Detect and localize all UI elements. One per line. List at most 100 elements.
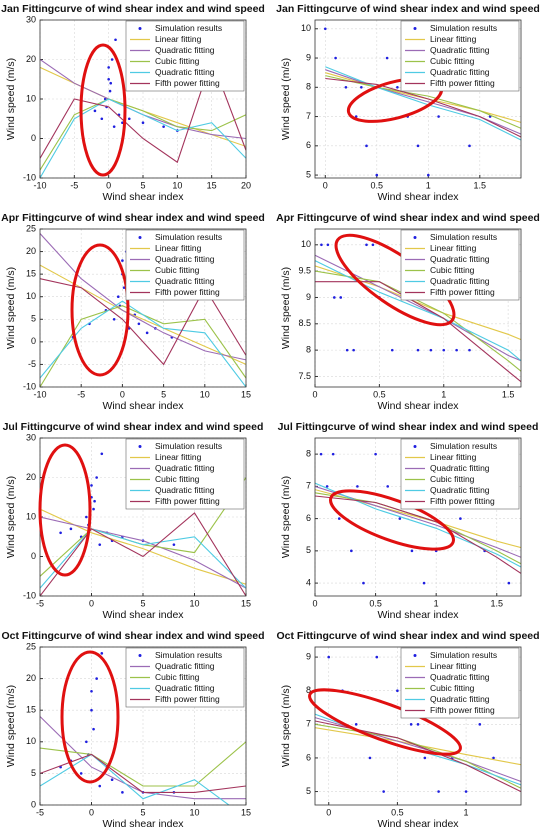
y-tick-label: 25 (26, 641, 36, 651)
legend-label: Cubic fitting (430, 683, 475, 693)
data-point (145, 331, 149, 335)
legend-label: Quadratic fitting (155, 67, 215, 77)
fit-line (40, 516, 246, 589)
x-tick-label: 0.5 (371, 180, 384, 190)
y-tick-label: 10 (26, 736, 36, 746)
legend-swatch (413, 654, 417, 657)
data-point (109, 81, 113, 85)
fit-line (40, 98, 246, 178)
legend-label: Quadratic fitting (430, 694, 490, 704)
chart-title: Apr Fittingcurve of wind shear index and… (1, 212, 265, 224)
x-tick-label: -5 (70, 180, 78, 190)
data-point (114, 38, 117, 42)
y-axis-label: Wind speed (m/s) (280, 58, 292, 140)
legend-box (125, 229, 245, 301)
chart-title: Jul Fittingcurve of wind shear index and… (3, 421, 264, 433)
x-axis-label: Wind shear index (377, 191, 459, 203)
legend-label: Quadratic fitting (430, 463, 490, 473)
data-point (333, 296, 336, 299)
legend-label: Fifth power fitting (430, 287, 495, 297)
plot (40, 38, 246, 178)
x-axis-label: Wind shear index (102, 400, 184, 412)
legend-label: Linear fitting (155, 243, 202, 253)
data-point (110, 58, 114, 61)
legend-label: Cubic fitting (430, 56, 475, 66)
x-tick-label: 10 (172, 180, 182, 190)
highlight-ellipse (60, 650, 120, 784)
legend-swatch (138, 445, 142, 448)
y-tick-label: 6 (306, 752, 311, 762)
data-point (356, 485, 359, 488)
data-point (107, 66, 110, 69)
legend-label: Fifth power fitting (430, 78, 495, 88)
data-point (95, 677, 98, 680)
legend-label: Quadratic fitting (155, 254, 215, 264)
data-point (416, 723, 420, 726)
data-point (478, 723, 482, 726)
legend-label: Simulation results (430, 650, 497, 660)
legend-label: Quadratic fitting (430, 254, 490, 264)
y-tick-label: 25 (26, 223, 36, 233)
fit-line (40, 528, 246, 589)
x-tick-label: 15 (241, 598, 251, 608)
y-axis-label: Wind speed (m/s) (5, 267, 17, 349)
x-tick-label: 0 (312, 389, 317, 399)
data-point (396, 689, 399, 693)
data-point (375, 655, 379, 659)
y-tick-label: 5 (306, 169, 311, 179)
legend-label: Cubic fitting (430, 265, 475, 275)
data-point (325, 485, 329, 488)
data-point (459, 517, 462, 520)
x-tick-label: 20 (241, 180, 251, 190)
y-tick-label: 10 (26, 291, 36, 301)
data-point (100, 117, 104, 121)
data-point (416, 144, 420, 148)
data-point (121, 121, 124, 124)
y-tick-label: -10 (23, 590, 36, 600)
data-point (429, 348, 433, 352)
plot-frame (39, 19, 247, 179)
y-tick-label: 30 (26, 14, 36, 24)
data-point (422, 581, 426, 585)
data-point (354, 115, 358, 118)
data-point (108, 89, 112, 93)
y-tick-label: 20 (26, 54, 36, 64)
x-tick-label: -10 (33, 389, 46, 399)
highlight-ellipse (329, 489, 455, 551)
y-tick-label: 20 (26, 673, 36, 683)
data-point (423, 756, 427, 760)
plot (40, 452, 246, 596)
data-point (339, 296, 343, 299)
legend-label: Linear fitting (430, 34, 477, 44)
data-point (334, 56, 337, 60)
data-point (437, 115, 440, 118)
y-tick-label: 5 (306, 545, 311, 555)
y-tick-label: 5 (306, 786, 311, 796)
chart-title: Jan Fittingcurve of wind shear index and… (276, 3, 540, 15)
legend-label: Quadratic fitting (155, 661, 215, 671)
y-axis-label: Wind speed (m/s) (5, 58, 17, 140)
legend-box (125, 20, 245, 92)
y-tick-label: 6 (306, 513, 311, 523)
data-point (95, 476, 98, 479)
chart-title: Apr Fittingcurve of wind shear index and… (276, 212, 540, 224)
fit-line (40, 753, 230, 805)
data-point (410, 549, 414, 553)
data-point (92, 507, 95, 511)
y-axis-label: Wind speed (m/s) (5, 476, 17, 558)
plot (40, 652, 246, 805)
fit-line (40, 753, 246, 793)
data-point (162, 125, 165, 128)
x-tick-label: 0 (323, 180, 328, 190)
highlight-ellipse (70, 243, 130, 377)
data-point (427, 173, 430, 177)
legend-label: Simulation results (430, 441, 497, 451)
y-tick-label: 10 (301, 23, 311, 33)
data-point (326, 243, 330, 247)
y-tick-label: 8.5 (298, 318, 311, 328)
legend-label: Simulation results (155, 441, 222, 451)
y-tick-label: 8 (306, 448, 311, 458)
fit-line (315, 727, 521, 766)
